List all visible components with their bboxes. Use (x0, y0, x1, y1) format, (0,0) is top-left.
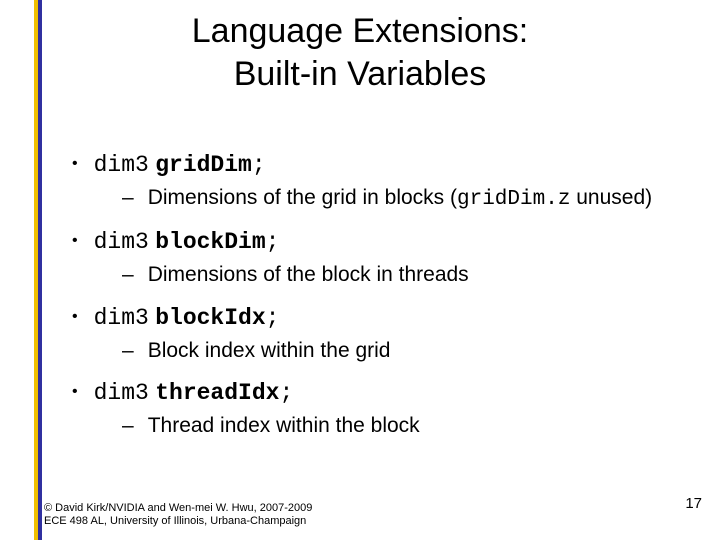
variable-name: threadIdx (155, 380, 279, 406)
bullet-dot-icon: • (72, 156, 78, 172)
bullet-sub-item: – Thread index within the block (122, 412, 690, 439)
slide-title: Language Extensions: Built-in Variables (0, 10, 720, 95)
footer-line-2: ECE 498 AL, University of Illinois, Urba… (44, 515, 312, 528)
type-keyword: dim3 (94, 152, 149, 178)
page-number: 17 (685, 495, 702, 512)
variable-name: blockIdx (155, 305, 265, 331)
bullet-sub-item: – Dimensions of the grid in blocks (grid… (122, 184, 690, 213)
bullet-sub-item: – Dimensions of the block in threads (122, 261, 690, 288)
footer-line-1: © David Kirk/NVIDIA and Wen-mei W. Hwu, … (44, 502, 312, 515)
dash-icon: – (122, 337, 134, 364)
dash-icon: – (122, 261, 134, 288)
bullet-dot-icon: • (72, 384, 78, 400)
type-keyword: dim3 (94, 305, 149, 331)
sub-text: Dimensions of the block in threads (148, 261, 469, 288)
bullet-text: dim3 blockDim; (94, 227, 280, 255)
bullet-item: • dim3 blockIdx; (72, 303, 690, 331)
sub-text: Thread index within the block (148, 412, 420, 439)
bullet-text: dim3 threadIdx; (94, 378, 294, 406)
variable-name: gridDim (155, 152, 252, 178)
type-keyword: dim3 (94, 229, 149, 255)
bullet-list: • dim3 gridDim; – Dimensions of the grid… (72, 150, 690, 439)
bullet-item: • dim3 threadIdx; (72, 378, 690, 406)
sub-text: Dimensions of the grid in blocks (gridDi… (148, 184, 652, 213)
bullet-sub-item: – Block index within the grid (122, 337, 690, 364)
title-line-2: Built-in Variables (234, 55, 487, 93)
type-keyword: dim3 (94, 380, 149, 406)
footer: © David Kirk/NVIDIA and Wen-mei W. Hwu, … (44, 502, 312, 528)
bullet-dot-icon: • (72, 309, 78, 325)
bullet-item: • dim3 blockDim; (72, 227, 690, 255)
sub-text: Block index within the grid (148, 337, 391, 364)
bullet-text: dim3 blockIdx; (94, 303, 280, 331)
dash-icon: – (122, 184, 134, 211)
dash-icon: – (122, 412, 134, 439)
bullet-text: dim3 gridDim; (94, 150, 266, 178)
title-line-1: Language Extensions: (192, 12, 528, 50)
bullet-dot-icon: • (72, 233, 78, 249)
bullet-item: • dim3 gridDim; (72, 150, 690, 178)
variable-name: blockDim (155, 229, 265, 255)
